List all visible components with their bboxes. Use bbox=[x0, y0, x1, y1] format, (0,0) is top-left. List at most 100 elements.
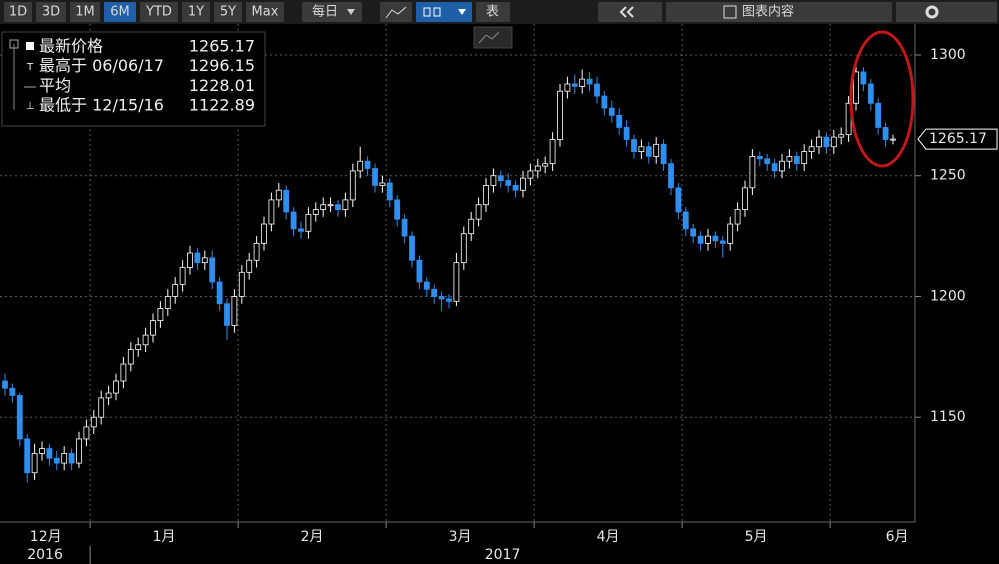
candle-body bbox=[779, 160, 785, 172]
y-tick-label: 1300 bbox=[930, 47, 966, 63]
range-label: 3D bbox=[42, 5, 60, 20]
collapse-icon bbox=[619, 6, 634, 18]
candle-body bbox=[801, 151, 808, 165]
candle-body bbox=[305, 213, 312, 232]
candle-body bbox=[771, 163, 778, 172]
x-tick-label: 3月 bbox=[449, 529, 472, 545]
candle-body bbox=[623, 127, 630, 140]
range-label: 5Y bbox=[220, 5, 236, 20]
candle-body bbox=[719, 240, 726, 244]
candle-body bbox=[512, 184, 519, 191]
candle-body bbox=[253, 242, 260, 261]
legend: T ⊥ 最新价格 1265.17 最高于 06/06/17 1296.15 平均 1228… bbox=[1, 31, 266, 127]
candle-body bbox=[557, 90, 563, 140]
candle-body bbox=[268, 199, 275, 225]
period-label: 每日 bbox=[312, 4, 338, 20]
range-label: YTD bbox=[145, 5, 172, 20]
candle-body bbox=[660, 143, 667, 165]
legend-marker: ⊥ bbox=[26, 101, 35, 112]
y-tick-label: 1200 bbox=[930, 288, 966, 304]
candle-body bbox=[209, 257, 216, 283]
candle-body bbox=[357, 160, 364, 172]
candle-body bbox=[734, 209, 741, 225]
line-chart-button[interactable] bbox=[380, 2, 412, 22]
period-button[interactable] bbox=[302, 2, 362, 22]
candle-body bbox=[571, 83, 578, 87]
candle-icon bbox=[423, 7, 441, 17]
candle-body bbox=[749, 156, 756, 189]
candle-body bbox=[867, 83, 874, 104]
candle-body bbox=[586, 78, 593, 85]
candle-body bbox=[298, 228, 304, 232]
collapse-button[interactable] bbox=[598, 2, 662, 22]
candle-body bbox=[201, 257, 208, 264]
range-button[interactable] bbox=[70, 2, 100, 22]
legend-label: 平均 bbox=[39, 76, 71, 95]
candle-body bbox=[497, 175, 504, 181]
legend-marker: T bbox=[26, 62, 34, 73]
legend-value: 1296.15 bbox=[189, 56, 255, 75]
range-button[interactable] bbox=[36, 2, 66, 22]
candle-body bbox=[401, 218, 408, 237]
dropdown-arrow bbox=[458, 9, 466, 15]
candle-body bbox=[816, 136, 822, 148]
candle-body bbox=[860, 71, 867, 85]
candle-body bbox=[764, 158, 771, 165]
candle-body bbox=[460, 233, 467, 264]
candle-body bbox=[631, 139, 637, 152]
candle-body bbox=[882, 127, 889, 140]
year-label: 2017 bbox=[485, 547, 521, 563]
chart-content-button[interactable] bbox=[666, 2, 892, 22]
candle-body bbox=[312, 209, 319, 215]
candle-body bbox=[9, 387, 16, 396]
candle-body bbox=[16, 395, 23, 440]
candle-chart-button[interactable] bbox=[416, 2, 472, 22]
candle-body bbox=[283, 189, 290, 213]
candle-body bbox=[616, 114, 623, 128]
candle-body bbox=[179, 267, 186, 285]
range-button[interactable] bbox=[104, 2, 136, 22]
settings-button[interactable] bbox=[896, 2, 997, 22]
legend-marker bbox=[26, 42, 34, 50]
range-label: 6M bbox=[110, 5, 130, 20]
range-button[interactable] bbox=[246, 2, 284, 22]
gear-icon bbox=[925, 5, 939, 19]
candle-body bbox=[187, 252, 193, 268]
candle-body bbox=[601, 95, 608, 109]
x-tick-label: 5月 bbox=[745, 529, 768, 545]
candle-body bbox=[675, 187, 682, 213]
candle-body bbox=[164, 296, 171, 309]
legend-collapse[interactable] bbox=[9, 39, 19, 49]
y-tick-label: 1250 bbox=[930, 168, 966, 184]
candle-body bbox=[416, 259, 423, 283]
candle-body bbox=[423, 281, 430, 290]
candle-body bbox=[638, 146, 645, 152]
candle-body bbox=[364, 160, 371, 169]
candle-body bbox=[438, 296, 445, 300]
legend-label: 最新价格 bbox=[39, 37, 103, 56]
table-button[interactable] bbox=[476, 2, 510, 22]
candle-body bbox=[697, 235, 704, 244]
candle-body bbox=[261, 223, 267, 244]
range-button[interactable] bbox=[140, 2, 178, 22]
candle-body bbox=[24, 438, 31, 474]
x-tick-label: 6月 bbox=[886, 529, 909, 545]
range-button[interactable] bbox=[182, 2, 210, 22]
candle-body bbox=[453, 262, 460, 302]
range-button[interactable] bbox=[214, 2, 242, 22]
legend-value: 1122.89 bbox=[189, 96, 255, 115]
candle-body bbox=[520, 177, 526, 191]
candle-body bbox=[793, 156, 800, 165]
last-price-tag bbox=[917, 128, 998, 150]
candle-body bbox=[231, 296, 238, 326]
range-button[interactable] bbox=[4, 2, 32, 22]
candle-body bbox=[712, 235, 719, 242]
candle-body bbox=[549, 139, 556, 165]
candle-body bbox=[39, 448, 45, 454]
candle-body bbox=[76, 438, 82, 464]
candle-body bbox=[808, 146, 815, 152]
legend-value: 1228.01 bbox=[189, 76, 255, 95]
candle-body bbox=[194, 252, 201, 264]
candle-body bbox=[830, 136, 837, 148]
x-tick-label: 12月 bbox=[30, 529, 62, 545]
